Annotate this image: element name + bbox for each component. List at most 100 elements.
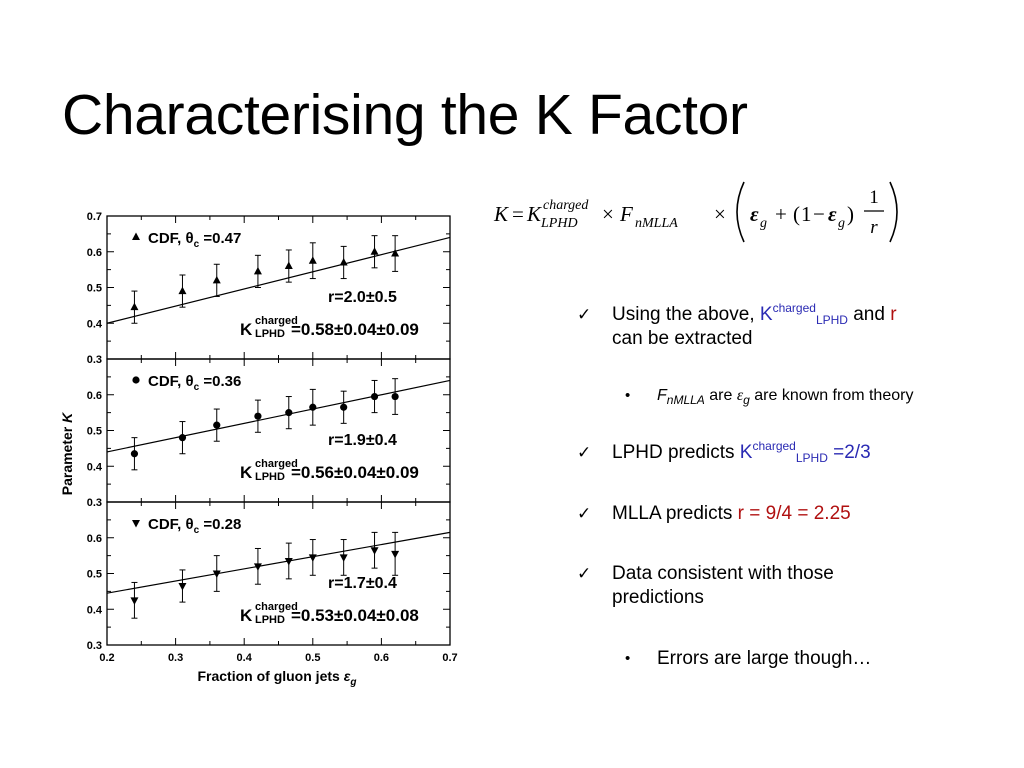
bullet-known-suffix: are known from theory <box>749 387 914 404</box>
data-point <box>213 421 221 429</box>
checkmark-icon: ✓ <box>577 504 592 524</box>
data-point <box>130 597 139 605</box>
legend-suffix: =0.36 <box>199 373 241 390</box>
r-annotation: r=1.9±0.4 <box>328 432 397 449</box>
bullet-lphd-k-sup: charged <box>752 439 796 453</box>
fit-line <box>106 531 451 594</box>
k-annotation-main: K <box>240 463 253 482</box>
k-annotation-main: K <box>240 606 253 625</box>
x-axis-label-symbol: ε <box>344 668 351 684</box>
bullet-mlla-text: MLLA predicts r = 9/4 = 2.25 <box>612 502 982 526</box>
legend-marker <box>132 232 140 240</box>
data-point <box>284 261 293 270</box>
bullet-extract-text: Using the above, KchargedLPHD and r can … <box>612 302 982 351</box>
formula-eps-2: ε <box>828 202 837 226</box>
x-axis-label-text: Fraction of gluon jets <box>197 668 343 684</box>
k-annotation-sup: charged <box>255 601 298 613</box>
y-tick-label: 0.4 <box>87 461 103 473</box>
bullet-lphd-prefix: LPHD predicts <box>612 442 740 463</box>
bullet-extract-k: K <box>759 304 773 325</box>
bullet-known-are: are <box>704 387 737 404</box>
bullet-lphd-k: K <box>739 442 753 463</box>
x-axis-label-sub: g <box>349 677 356 688</box>
x-tick-label: 0.2 <box>99 652 114 664</box>
legend-sub: c <box>194 525 200 536</box>
fit-line <box>106 379 451 453</box>
formula-k-symbol: K <box>526 202 542 226</box>
data-point <box>339 554 348 562</box>
bullet-consistent-text: Data consistent with those predictions <box>612 562 982 610</box>
data-point <box>391 249 400 257</box>
data-point <box>130 450 139 458</box>
formula-eps-sub-2: g <box>838 216 845 231</box>
formula-equals: = <box>512 202 524 226</box>
x-tick-label: 0.3 <box>168 652 183 664</box>
data-point <box>339 257 348 266</box>
k-annotation-main: K <box>240 320 253 339</box>
legend-label: CDF, θc =0.36 <box>148 373 241 393</box>
y-tick-label: 0.3 <box>87 640 102 652</box>
legend-prefix: CDF, θ <box>148 373 194 390</box>
data-point <box>212 570 221 578</box>
y-axis-label-text: Parameter <box>59 423 75 495</box>
data-point <box>340 403 348 411</box>
data-point <box>178 583 187 591</box>
checkmark-icon: ✓ <box>577 443 592 463</box>
y-tick-label: 0.3 <box>87 354 102 366</box>
data-point <box>285 409 293 417</box>
y-tick-label: 0.5 <box>87 569 102 581</box>
data-point <box>178 434 187 442</box>
svg-text:Parameter K: Parameter K <box>59 412 75 495</box>
k-annotation-value: =0.53±0.04±0.08 <box>291 606 419 625</box>
y-tick-label: 0.6 <box>87 533 102 545</box>
k-annotation-sup: charged <box>255 315 298 327</box>
bullet-known-f: F <box>657 387 667 404</box>
legend-label: CDF, θc =0.28 <box>148 516 241 536</box>
formula-times-1: × <box>602 202 614 226</box>
x-tick-label: 0.4 <box>237 652 253 664</box>
checkmark-icon: ✓ <box>577 305 592 325</box>
bullet-lphd-text: LPHD predicts KchargedLPHD =2/3 <box>612 439 982 465</box>
bullet-dot-icon: • <box>625 387 631 404</box>
chart-panel-2: 0.3 0.4 0.5 0.6 CDF, θc =0.36 r=1.9±0.4 K charg… <box>87 358 451 509</box>
y-tick-label: 0.4 <box>87 604 103 616</box>
bullet-consistent-line1: Data consistent with those <box>612 563 834 584</box>
formula-plus: + <box>775 202 787 226</box>
legend-suffix: =0.47 <box>199 230 241 247</box>
bullet-errors-text: Errors are large though… <box>657 648 872 669</box>
bullet-lphd-value: =2/3 <box>827 442 871 463</box>
y-tick-label: 0.7 <box>87 211 102 223</box>
data-point <box>391 392 399 401</box>
chart-panel-3: 0.3 0.4 0.5 0.6 CDF, θc =0.28 r=1.7±0.4 K charg… <box>87 501 451 652</box>
formula-close-paren: ) <box>847 202 854 226</box>
formula-frac-num: 1 <box>869 187 879 208</box>
data-point <box>253 266 262 275</box>
data-point <box>254 412 262 420</box>
legend-sub: c <box>194 382 200 393</box>
bullet-lphd-k-sub: LPHD <box>795 451 828 465</box>
legend-label: CDF, θc =0.47 <box>148 230 241 250</box>
data-point <box>308 256 317 264</box>
data-point <box>308 554 317 562</box>
y-tick-label: 0.3 <box>87 497 102 509</box>
data-point <box>253 563 262 571</box>
bullet-extract-r: r <box>890 304 897 325</box>
formula-f-sub: nMLLA <box>635 216 678 231</box>
formula-k-sup: charged <box>543 198 589 213</box>
data-point <box>309 403 317 411</box>
legend-marker <box>132 376 140 384</box>
data-point <box>370 247 379 255</box>
chart-panel-1: 0.3 0.4 0.5 0.6 0.7 CDF, θc =0.47 r=2.0±0.5 K ch… <box>87 211 451 366</box>
bullet-extract-and: and <box>847 304 891 325</box>
legend-sub: c <box>194 239 200 250</box>
k-annotation-sub: LPHD <box>255 328 285 340</box>
bullet-consistent-line2: predictions <box>612 587 704 608</box>
bullet-known-f-sub: nMLLA <box>666 393 705 407</box>
data-point <box>212 275 221 284</box>
y-tick-label: 0.5 <box>87 426 102 438</box>
legend-marker <box>132 520 140 528</box>
formula-left-paren <box>736 181 745 243</box>
bullet-mlla-prefix: MLLA predicts <box>612 503 738 524</box>
